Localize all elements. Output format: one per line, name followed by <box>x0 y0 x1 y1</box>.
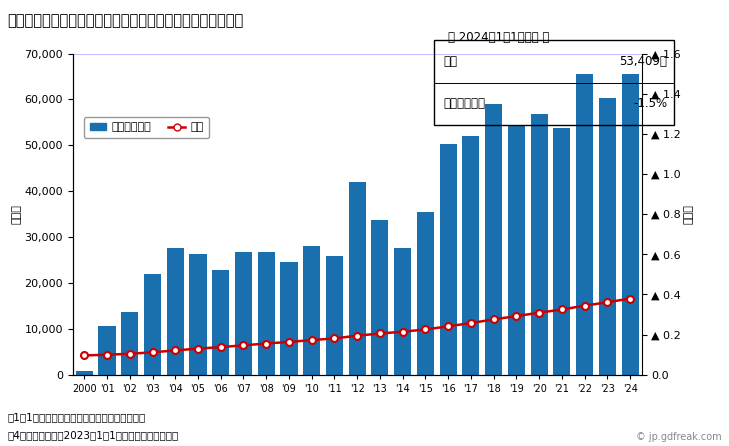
Text: 人口: 人口 <box>443 55 457 68</box>
Bar <box>303 246 320 375</box>
Bar <box>440 144 456 375</box>
Text: 53,409人: 53,409人 <box>619 55 667 68</box>
Bar <box>212 270 229 375</box>
Bar <box>144 274 161 375</box>
Bar <box>348 182 366 375</box>
Text: © jp.gdfreak.com: © jp.gdfreak.com <box>636 432 722 442</box>
Bar <box>462 136 480 375</box>
Bar <box>371 220 389 375</box>
Bar <box>394 248 411 375</box>
Bar <box>190 254 206 375</box>
Bar <box>599 98 616 375</box>
Bar <box>121 312 139 375</box>
Bar <box>553 128 570 375</box>
Bar <box>167 248 184 375</box>
Bar <box>258 252 275 375</box>
Bar <box>508 126 525 375</box>
Text: -1.5%: -1.5% <box>633 97 667 110</box>
Text: 1月1日時点の外国人を除く日本人住民人口。: 1月1日時点の外国人を除く日本人住民人口。 <box>7 413 146 422</box>
Bar <box>486 103 502 375</box>
Bar <box>235 252 252 375</box>
Bar <box>76 371 93 375</box>
Bar <box>281 262 297 375</box>
Bar <box>326 256 343 375</box>
Y-axis label: （％）: （％） <box>684 204 694 224</box>
Text: 鳴門市の人口の推移　（住民基本台帳ベース、日本人住民）: 鳴門市の人口の推移 （住民基本台帳ベース、日本人住民） <box>7 13 243 29</box>
Text: 4幢町村の場合は2023年1月1日時点の幢町村境界。: 4幢町村の場合は2023年1月1日時点の幢町村境界。 <box>7 430 179 440</box>
Y-axis label: （人）: （人） <box>12 204 22 224</box>
Bar <box>98 326 115 375</box>
Bar <box>576 74 593 375</box>
Text: 【 2024年1月1日時点 】: 【 2024年1月1日時点 】 <box>448 31 550 44</box>
Legend: 対前年増加率, 人口: 対前年増加率, 人口 <box>84 117 209 138</box>
Bar <box>417 212 434 375</box>
Bar <box>622 74 639 375</box>
Text: 対前年増減率: 対前年増減率 <box>443 97 486 110</box>
Bar <box>531 114 547 375</box>
